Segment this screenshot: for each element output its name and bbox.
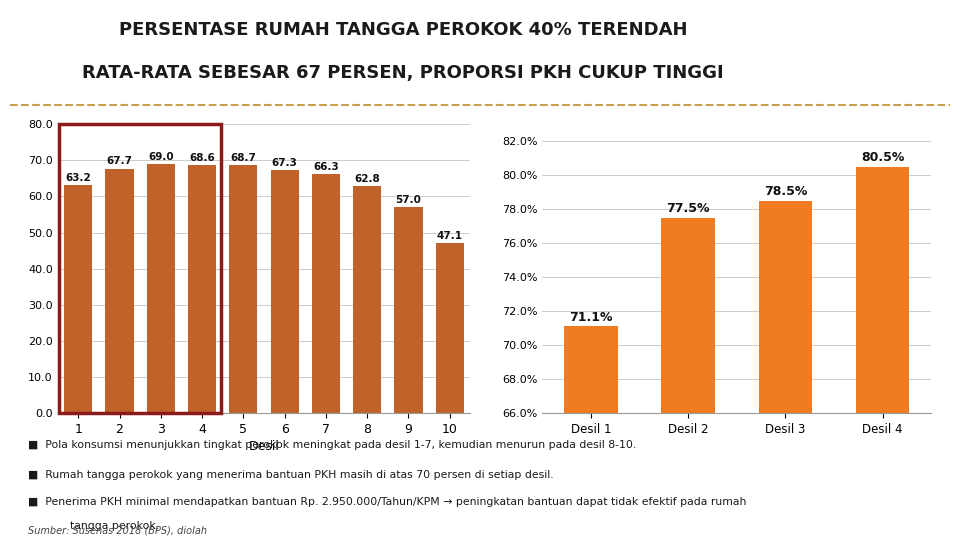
Bar — [395, 207, 422, 413]
Text: 68.6: 68.6 — [189, 153, 215, 163]
Bar — [106, 168, 133, 413]
Bar — [856, 167, 909, 540]
Bar — [661, 218, 715, 540]
Text: 57.0: 57.0 — [396, 195, 421, 205]
Text: Proporsi Rumah Tangga Perokok: Proporsi Rumah Tangga Perokok — [134, 107, 379, 120]
Text: ■  Rumah tangga perokok yang menerima bantuan PKH masih di atas 70 persen di set: ■ Rumah tangga perokok yang menerima ban… — [29, 470, 554, 481]
Text: 67.7: 67.7 — [107, 157, 132, 166]
Text: tangga perokok.: tangga perokok. — [70, 521, 159, 531]
Text: ■  Pola konsumsi menunjukkan tingkat perokok meningkat pada desil 1-7, kemudian : ■ Pola konsumsi menunjukkan tingkat pero… — [29, 440, 636, 450]
Bar — [60, 124, 221, 413]
Text: 67.3: 67.3 — [272, 158, 298, 168]
Text: 78.5%: 78.5% — [764, 185, 807, 198]
Text: 68.7: 68.7 — [230, 153, 256, 163]
Bar — [758, 201, 812, 540]
Text: Sumber: Susenas 2018 (BPS), diolah: Sumber: Susenas 2018 (BPS), diolah — [29, 525, 207, 535]
Text: 69.0: 69.0 — [148, 152, 174, 162]
Text: 62.8: 62.8 — [354, 174, 380, 184]
Text: 71.1%: 71.1% — [569, 311, 612, 324]
Text: PERSENTASE RUMAH TANGGA PEROKOK 40% TERENDAH: PERSENTASE RUMAH TANGGA PEROKOK 40% TERE… — [119, 21, 687, 38]
Text: ■  Penerima PKH minimal mendapatkan bantuan Rp. 2.950.000/Tahun/KPM → peningkata: ■ Penerima PKH minimal mendapatkan bantu… — [29, 497, 747, 508]
Bar — [353, 186, 381, 413]
X-axis label: Desil: Desil — [249, 440, 279, 453]
Bar — [64, 185, 92, 413]
Bar — [271, 170, 299, 413]
Text: 80.5%: 80.5% — [861, 151, 904, 164]
Text: 47.1: 47.1 — [437, 231, 463, 241]
Text: RATA-RATA SEBESAR 67 PERSEN, PROPORSI PKH CUKUP TINGGI: RATA-RATA SEBESAR 67 PERSEN, PROPORSI PK… — [83, 64, 724, 82]
Text: Proporsi RT Perokok Penerima Bantuan PKH: Proporsi RT Perokok Penerima Bantuan PKH — [547, 107, 878, 120]
Bar — [564, 327, 617, 540]
Text: 63.2: 63.2 — [65, 173, 91, 183]
Text: 77.5%: 77.5% — [666, 202, 710, 215]
Bar — [436, 243, 464, 413]
Bar — [188, 165, 216, 413]
Bar — [147, 164, 175, 413]
Text: 66.3: 66.3 — [313, 161, 339, 172]
Bar — [229, 165, 257, 413]
Bar — [312, 174, 340, 413]
